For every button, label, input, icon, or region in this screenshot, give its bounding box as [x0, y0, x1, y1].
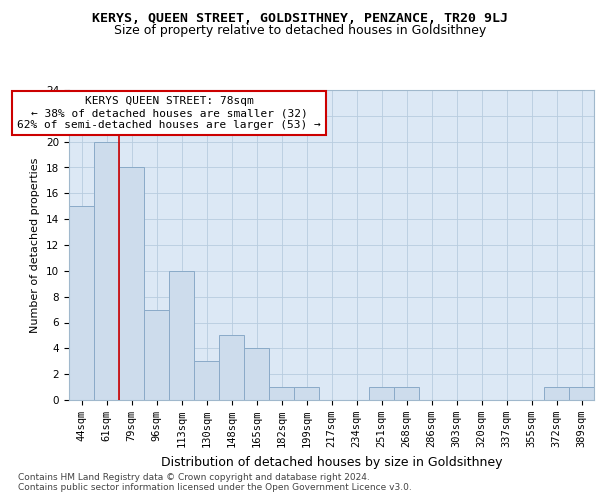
Bar: [169, 271, 194, 400]
Bar: [69, 206, 94, 400]
Bar: [144, 310, 169, 400]
Text: Contains HM Land Registry data © Crown copyright and database right 2024.
Contai: Contains HM Land Registry data © Crown c…: [18, 472, 412, 492]
Text: KERYS, QUEEN STREET, GOLDSITHNEY, PENZANCE, TR20 9LJ: KERYS, QUEEN STREET, GOLDSITHNEY, PENZAN…: [92, 12, 508, 26]
Bar: [394, 387, 419, 400]
Bar: [544, 387, 569, 400]
Bar: [294, 387, 319, 400]
Y-axis label: Number of detached properties: Number of detached properties: [31, 158, 40, 332]
Bar: [119, 168, 144, 400]
Bar: [569, 387, 594, 400]
Bar: [269, 387, 294, 400]
Bar: [219, 336, 244, 400]
X-axis label: Distribution of detached houses by size in Goldsithney: Distribution of detached houses by size …: [161, 456, 502, 468]
Text: Size of property relative to detached houses in Goldsithney: Size of property relative to detached ho…: [114, 24, 486, 37]
Bar: [369, 387, 394, 400]
Bar: [194, 361, 219, 400]
Bar: [244, 348, 269, 400]
Text: KERYS QUEEN STREET: 78sqm
← 38% of detached houses are smaller (32)
62% of semi-: KERYS QUEEN STREET: 78sqm ← 38% of detac…: [17, 96, 321, 130]
Bar: [94, 142, 119, 400]
